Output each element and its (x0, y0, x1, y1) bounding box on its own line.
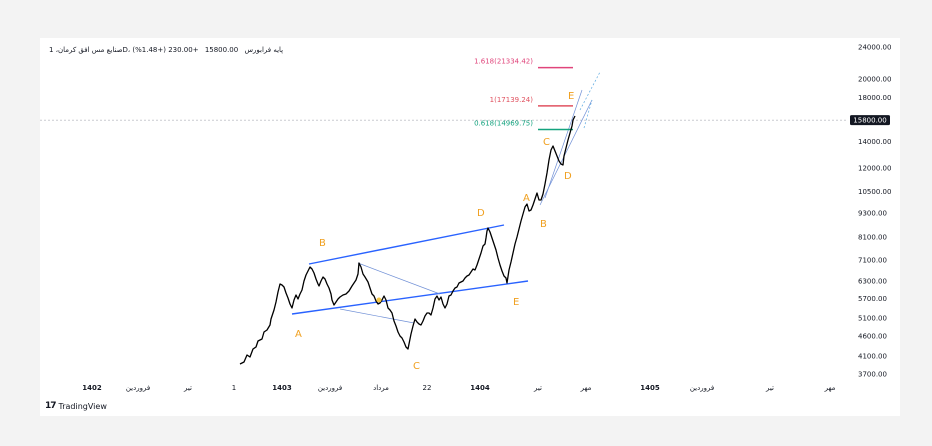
tradingview-logo-icon: 17 (45, 401, 56, 411)
wave-label-e2: E (568, 91, 574, 102)
y-tick-label: 6300.00 (858, 277, 887, 285)
price-axis[interactable]: 24000.00 20000.00 18000.00 14000.00 12000.00… (858, 44, 891, 379)
wave-label-c1: C (413, 361, 420, 372)
y-tick-label: 8100.00 (858, 233, 887, 241)
x-tick-label: مهر (580, 384, 592, 392)
brand-name: TradingView (58, 401, 107, 411)
final-channel-upper (544, 89, 583, 199)
symbol-header: صنایع مس افق کرمان، 1D، پایه فرابورس 158… (49, 46, 287, 54)
triangle-breakout-marker (376, 297, 382, 303)
y-tick-label: 5700.00 (858, 295, 887, 303)
triangle-upper-line (357, 262, 441, 295)
y-tick-label: 18000.00 (858, 94, 891, 102)
final-channel-lower (539, 99, 593, 206)
y-tick-label: 14000.00 (858, 138, 891, 146)
wave-label-d2: D (564, 171, 572, 182)
price-chart[interactable]: 1.618(21334.42) 1(17139.24) 0.618(14969.75… (40, 38, 900, 416)
chart-panel: 1.618(21334.42) 1(17139.24) 0.618(14969.75… (40, 38, 900, 416)
x-tick-label: فروردین (126, 384, 150, 392)
y-tick-label: 12000.00 (858, 165, 891, 173)
wave-label-b1: B (319, 238, 326, 249)
wave-label-b2: B (540, 219, 547, 230)
y-tick-label: 24000.00 (858, 44, 891, 52)
y-tick-label: 5100.00 (858, 314, 887, 322)
x-tick-label: 1405 (640, 384, 660, 392)
projection-lower (583, 99, 593, 129)
wave-label-c2: C (543, 137, 550, 148)
x-tick-label: مرداد (373, 384, 389, 392)
current-price-tag (850, 115, 890, 126)
x-tick-label: 22 (423, 384, 432, 392)
wave-label-a1: A (295, 329, 302, 340)
y-tick-label: 7100.00 (858, 257, 887, 265)
y-tick-label: 20000.00 (858, 75, 891, 83)
symbol-name[interactable]: صنایع مس افق کرمان، 1D، پایه فرابورس (49, 46, 284, 54)
x-tick-label: 1404 (470, 384, 490, 392)
x-tick-label: فروردین (690, 384, 714, 392)
y-tick-label: 3700.00 (858, 371, 887, 379)
x-tick-label: 1 (232, 384, 236, 392)
projection-upper (579, 71, 601, 111)
price-series-line (239, 115, 576, 365)
header-change: +230.00 (+1.48%) (132, 46, 199, 54)
fibonacci-levels: 1.618(21334.42) 1(17139.24) 0.618(14969.75… (474, 58, 573, 131)
x-tick-label: تیر (533, 384, 542, 392)
fib-level-label: 1.618(21334.42) (474, 58, 533, 66)
current-price-value: 15800.00 (853, 117, 886, 125)
x-tick-label: 1402 (82, 384, 102, 392)
fib-level-label: 1(17139.24) (490, 96, 534, 104)
fib-level-label: 0.618(14969.75) (474, 120, 533, 128)
x-tick-label: مهر (824, 384, 836, 392)
x-tick-label: تیر (765, 384, 774, 392)
wave-label-e1: E (513, 297, 519, 308)
channel-upper-line (308, 224, 505, 265)
y-tick-label: 4600.00 (858, 332, 887, 340)
tradingview-brand[interactable]: 17 TradingView (45, 401, 107, 411)
wave-label-a2: A (523, 193, 530, 204)
y-tick-label: 10500.00 (858, 188, 891, 196)
header-price: 15800.00 (204, 46, 239, 54)
y-tick-label: 4100.00 (858, 353, 887, 361)
x-tick-label: فروردین (318, 384, 342, 392)
channel-lower-line (291, 280, 529, 315)
x-tick-label: تیر (183, 384, 192, 392)
x-tick-label: 1403 (272, 384, 292, 392)
y-tick-label: 9300.00 (858, 209, 887, 217)
triangle-lower-line (339, 308, 415, 324)
wave-label-d1: D (477, 208, 485, 219)
time-axis[interactable]: 1402 فروردین تیر 1 1403 فروردین مرداد 22 1404 تیر… (82, 384, 835, 392)
